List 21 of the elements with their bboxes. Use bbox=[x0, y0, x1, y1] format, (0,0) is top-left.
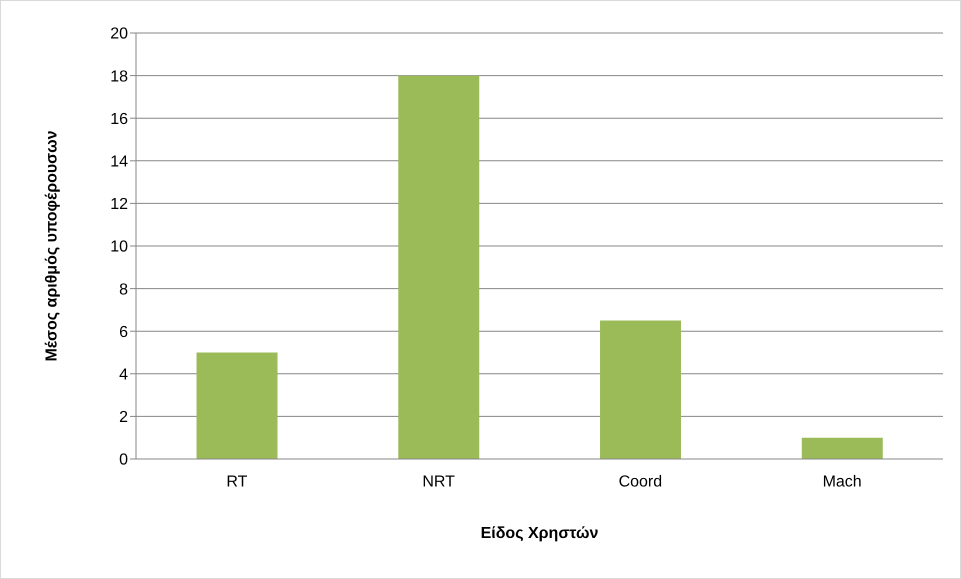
y-tick-label: 0 bbox=[119, 452, 128, 469]
y-axis-title: Μέσος αριθμός υποφέρουσων bbox=[44, 130, 61, 362]
x-tick-label: Mach bbox=[822, 473, 862, 490]
x-axis-title: Είδος Χρηστών bbox=[480, 525, 598, 542]
bar bbox=[196, 352, 278, 459]
bar bbox=[398, 76, 480, 459]
y-tick-label: 8 bbox=[119, 281, 128, 298]
y-tick-label: 14 bbox=[110, 153, 128, 170]
x-tick-label: Coord bbox=[618, 473, 662, 490]
y-tick-label: 10 bbox=[110, 238, 128, 256]
y-tick-label: 4 bbox=[119, 366, 128, 384]
x-tick-label: RT bbox=[226, 473, 248, 490]
y-tick-label: 2 bbox=[119, 409, 128, 426]
bar bbox=[600, 320, 682, 459]
bar bbox=[802, 438, 883, 459]
y-tick-label: 12 bbox=[110, 196, 128, 214]
y-tick-label: 18 bbox=[110, 68, 128, 86]
x-tick-label: NRT bbox=[422, 473, 456, 490]
y-tick-label: 20 bbox=[110, 26, 128, 43]
y-tick-label: 16 bbox=[110, 110, 128, 128]
y-tick-label: 6 bbox=[119, 324, 128, 341]
